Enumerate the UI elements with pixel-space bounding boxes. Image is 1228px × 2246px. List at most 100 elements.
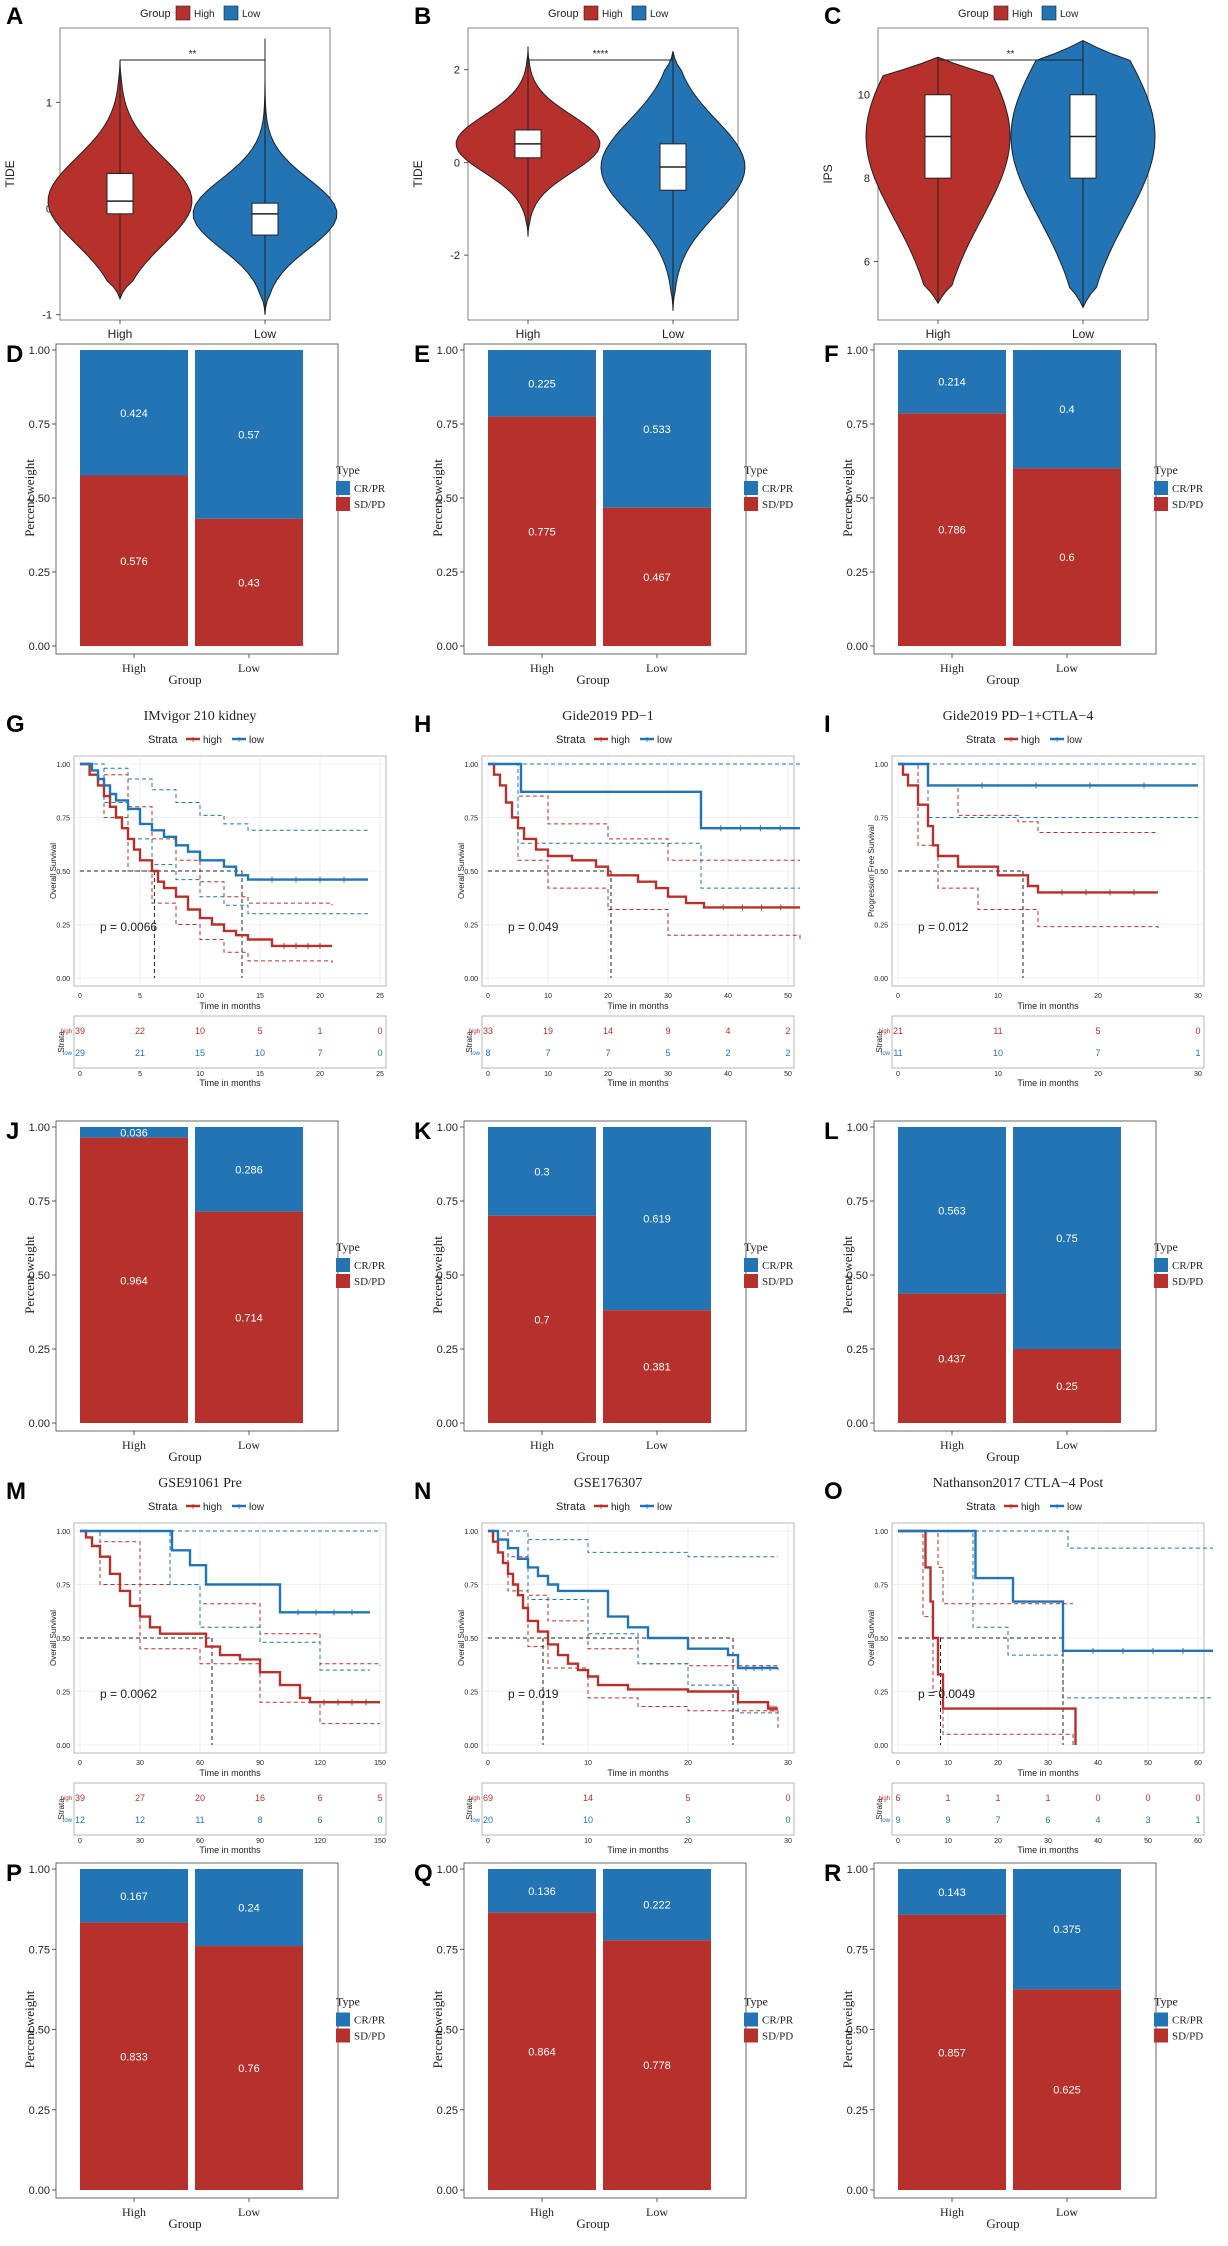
- survival-curve-low: [898, 762, 1198, 787]
- legend-label-sd-pd: SD/PD: [1172, 2031, 1203, 2043]
- x-tick-label: 40: [724, 993, 732, 1000]
- data-label-cr-pr: 0.75: [1056, 1233, 1077, 1245]
- risk-x-axis-label: Time in months: [1017, 1078, 1079, 1088]
- y-tick-label: 1.00: [29, 1864, 50, 1876]
- x-tick-label: 20: [994, 1760, 1002, 1767]
- risk-count: 0: [1095, 1793, 1100, 1803]
- data-label-sd-pd: 0.864: [528, 2046, 556, 2058]
- risk-x-tick-label: 30: [664, 1071, 672, 1078]
- legend-label-low: low: [657, 1502, 673, 1513]
- legend-label-cr-pr: CR/PR: [762, 483, 794, 495]
- risk-count: 21: [893, 1026, 903, 1036]
- bar-cr-pr-high: [488, 1869, 596, 1913]
- data-label-cr-pr: 0.036: [120, 1127, 148, 1139]
- survival-curve-low: [80, 762, 368, 881]
- x-tick-label: 0: [78, 993, 82, 1000]
- bar-sd-pd-high: [80, 1137, 188, 1423]
- ci-lower-low: [488, 1530, 778, 1714]
- x-tick-label: High: [530, 2205, 554, 2219]
- panel-letter-d: D: [6, 341, 23, 368]
- x-tick-label: 60: [196, 1760, 204, 1767]
- panel-d: D 0.00 0.25 0.50 0.75 1.00 Percent weight 0.424…: [6, 341, 386, 687]
- panel-letter-f: F: [824, 341, 839, 368]
- ci-lower-low: [80, 763, 368, 915]
- x-tick-label: 0: [486, 1760, 490, 1767]
- y-tick-label: 0.50: [847, 2025, 868, 2037]
- legend-label-low: low: [1067, 1502, 1083, 1513]
- panel-letter-g: G: [6, 711, 25, 738]
- x-tick-label: 10: [544, 993, 552, 1000]
- risk-table-title: Strata: [875, 1798, 884, 1820]
- x-axis-label: Group: [576, 1449, 609, 1464]
- y-tick-label: 0.25: [56, 1690, 70, 1697]
- legend-mark-low: +: [644, 735, 650, 746]
- x-tick-label: Low: [238, 661, 260, 675]
- legend-mark-high: +: [598, 735, 604, 746]
- y-tick-label: 0.75: [437, 1944, 458, 1956]
- risk-x-tick-label: 5: [138, 1071, 142, 1078]
- chart-title: Gide2019 PD−1: [562, 709, 654, 724]
- panel-letter-q: Q: [414, 1860, 433, 1887]
- ci-upper-high: [80, 763, 333, 906]
- risk-count: 8: [257, 1815, 262, 1825]
- panel-e: E 0.00 0.25 0.50 0.75 1.00 Percent weight 0.225…: [414, 341, 794, 687]
- panel-b: B Group High Low -2 0 2 TIDE High Low ****: [411, 3, 746, 341]
- risk-row-label-low: low: [471, 1051, 481, 1057]
- legend-title: Group: [958, 8, 989, 20]
- risk-table-title: Strata: [57, 1798, 66, 1820]
- risk-x-tick-label: 0: [78, 1838, 82, 1845]
- legend-swatch-sd-pd: [336, 1274, 350, 1288]
- x-axis-label: Time in months: [1017, 1001, 1079, 1011]
- x-tick-label: 20: [316, 993, 324, 1000]
- legend-label-high: high: [1021, 1502, 1040, 1513]
- survival-curve-high: [488, 1529, 778, 1710]
- bar-sd-pd-high: [80, 1922, 188, 2190]
- y-tick-label: 1.00: [874, 1529, 888, 1536]
- x-tick-label: 30: [1194, 993, 1202, 1000]
- bar-sd-pd-low: [195, 518, 303, 646]
- bar-cr-pr-high: [898, 1869, 1006, 1915]
- risk-count: 1: [1045, 1793, 1050, 1803]
- risk-count: 0: [1145, 1793, 1150, 1803]
- y-tick-label: 0.75: [847, 419, 868, 431]
- panel-letter-e: E: [414, 341, 430, 368]
- y-tick-label: 1.00: [847, 345, 868, 357]
- bar-sd-pd-low: [603, 507, 711, 646]
- risk-x-tick-label: 30: [136, 1838, 144, 1845]
- bar-sd-pd-low: [603, 1940, 711, 2190]
- risk-row-label-high: high: [61, 1029, 72, 1035]
- x-tick-label: High: [122, 2205, 146, 2219]
- panel-j: J 0.00 0.25 0.50 0.75 1.00 Percent weight 0.036…: [6, 1118, 386, 1464]
- y-tick-label: 0.50: [847, 493, 868, 505]
- y-tick-label: 0.00: [29, 2185, 50, 2197]
- data-label-cr-pr: 0.563: [938, 1205, 966, 1217]
- data-label-sd-pd: 0.778: [643, 2060, 671, 2072]
- risk-count: 3: [1145, 1815, 1150, 1825]
- risk-x-tick-label: 10: [994, 1071, 1002, 1078]
- legend-title: Type: [1154, 1240, 1178, 1254]
- bar-cr-pr-high: [488, 1127, 596, 1216]
- risk-x-tick-label: 50: [784, 1071, 792, 1078]
- ci-upper-low: [898, 1530, 1213, 1549]
- risk-count: 69: [483, 1793, 493, 1803]
- x-tick-label: High: [926, 327, 951, 341]
- risk-x-tick-label: 20: [316, 1071, 324, 1078]
- x-tick-label: Low: [646, 661, 668, 675]
- bar-sd-pd-low: [195, 1211, 303, 1423]
- risk-count: 16: [255, 1793, 265, 1803]
- risk-x-tick-label: 60: [196, 1838, 204, 1845]
- chart-title: Gide2019 PD−1+CTLA−4: [943, 709, 1094, 724]
- bar-cr-pr-low: [1013, 1869, 1121, 1990]
- panel-letter-p: P: [6, 1860, 22, 1887]
- legend-mark-low: +: [236, 1502, 242, 1513]
- risk-row-label-high: high: [879, 1029, 890, 1035]
- y-tick-label: 0.25: [437, 2105, 458, 2117]
- box: [251, 202, 279, 236]
- panel-r: R 0.00 0.25 0.50 0.75 1.00 Percent weight 0.143…: [824, 1860, 1204, 2231]
- legend-label-sd-pd: SD/PD: [762, 499, 793, 511]
- risk-x-tick-label: 10: [944, 1838, 952, 1845]
- bar-cr-pr-low: [1013, 1127, 1121, 1349]
- risk-count: 1: [945, 1793, 950, 1803]
- risk-count: 0: [785, 1793, 790, 1803]
